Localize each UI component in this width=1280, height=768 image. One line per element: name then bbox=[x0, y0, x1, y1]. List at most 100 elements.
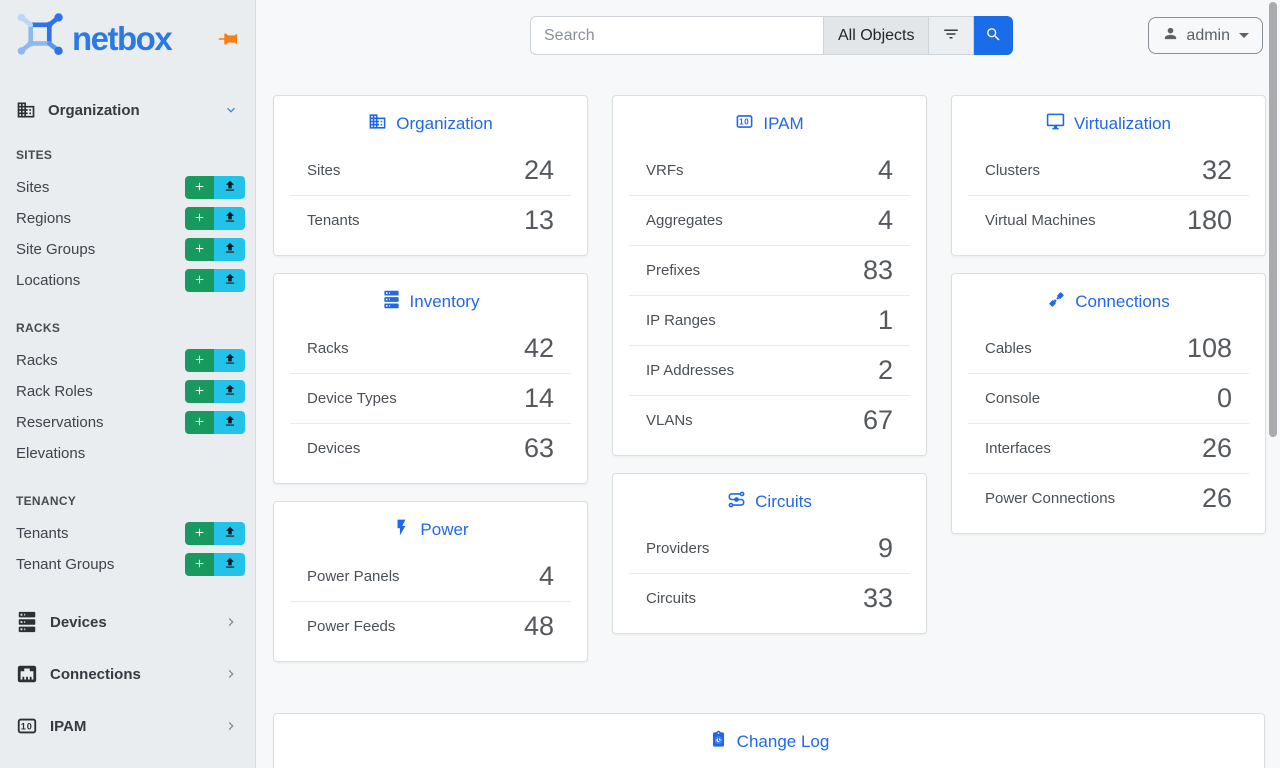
divider bbox=[290, 195, 571, 196]
list-item[interactable]: Power Connections 26 bbox=[952, 474, 1265, 523]
page-scrollbar[interactable] bbox=[1269, 2, 1277, 437]
inventory-card: Inventory Racks 42 Device Types 14 Devic… bbox=[273, 273, 588, 484]
list-item[interactable]: Tenants 13 bbox=[274, 196, 587, 245]
pin-sidebar-icon[interactable] bbox=[217, 28, 239, 50]
sidebar-item-elevations[interactable]: Elevations bbox=[0, 438, 255, 469]
list-item[interactable]: Virtual Machines 180 bbox=[952, 196, 1265, 245]
organization-card: Organization Sites 24 Tenants 13 bbox=[273, 95, 588, 256]
svg-text:1: 1 bbox=[21, 722, 26, 732]
stat-value: 26 bbox=[1201, 433, 1232, 463]
add-button[interactable] bbox=[185, 411, 214, 434]
changelog-card: Change Log bbox=[273, 713, 1265, 768]
list-item[interactable]: Prefixes 83 bbox=[613, 246, 926, 295]
add-button[interactable] bbox=[185, 349, 214, 372]
upload-icon bbox=[223, 414, 237, 431]
add-button[interactable] bbox=[185, 176, 214, 199]
sidebar-item-reservations[interactable]: Reservations bbox=[0, 407, 255, 438]
connections-card-title[interactable]: Connections bbox=[952, 274, 1265, 324]
sidebar-item-connections[interactable]: Connections bbox=[0, 648, 255, 700]
search-scope-select[interactable]: All Objects bbox=[823, 16, 929, 55]
card-title-text: Change Log bbox=[736, 732, 830, 751]
upload-icon bbox=[223, 352, 237, 369]
list-item[interactable]: Console 0 bbox=[952, 374, 1265, 423]
list-item[interactable]: Clusters 32 bbox=[952, 146, 1265, 195]
stat-value: 33 bbox=[862, 583, 893, 613]
list-item[interactable]: Power Panels 4 bbox=[274, 552, 587, 601]
list-item[interactable]: Racks 42 bbox=[274, 324, 587, 373]
add-button[interactable] bbox=[185, 269, 214, 292]
changelog-card-title[interactable]: Change Log bbox=[274, 714, 1264, 764]
list-item[interactable]: Sites 24 bbox=[274, 146, 587, 195]
import-button[interactable] bbox=[214, 176, 245, 199]
transit-connection-icon bbox=[727, 490, 746, 514]
list-item[interactable]: Aggregates 4 bbox=[613, 196, 926, 245]
user-menu-button[interactable]: admin bbox=[1148, 17, 1263, 54]
list-item[interactable]: Cables 108 bbox=[952, 324, 1265, 373]
inventory-card-title[interactable]: Inventory bbox=[274, 274, 587, 324]
sidebar-item-sites[interactable]: Sites bbox=[0, 172, 255, 203]
search-input[interactable] bbox=[530, 16, 823, 55]
stat-label: Tenants bbox=[307, 212, 360, 229]
sidebar-group-label: Organization bbox=[48, 101, 140, 119]
list-item[interactable]: IP Addresses 2 bbox=[613, 346, 926, 395]
filter-button[interactable] bbox=[928, 16, 975, 55]
sidebar-item-rack-roles[interactable]: Rack Roles bbox=[0, 376, 255, 407]
sidebar-item-racks[interactable]: Racks bbox=[0, 345, 255, 376]
list-item[interactable]: Interfaces 26 bbox=[952, 424, 1265, 473]
plus-icon bbox=[193, 526, 206, 542]
add-button[interactable] bbox=[185, 380, 214, 403]
import-button[interactable] bbox=[214, 411, 245, 434]
import-button[interactable] bbox=[214, 349, 245, 372]
sidebar-item-label: Site Groups bbox=[16, 241, 96, 258]
import-button[interactable] bbox=[214, 380, 245, 403]
add-button[interactable] bbox=[185, 207, 214, 230]
import-button[interactable] bbox=[214, 522, 245, 545]
global-search: All Objects bbox=[530, 16, 1014, 55]
stat-label: Prefixes bbox=[646, 262, 701, 279]
sidebar-item-label: Racks bbox=[16, 352, 58, 369]
search-submit-button[interactable] bbox=[974, 16, 1014, 55]
import-button[interactable] bbox=[214, 553, 245, 576]
stat-label: Clusters bbox=[985, 162, 1041, 179]
add-button[interactable] bbox=[185, 238, 214, 261]
sidebar-item-virtualization[interactable]: Virtualization bbox=[0, 752, 255, 768]
upload-icon bbox=[223, 272, 237, 289]
divider bbox=[629, 195, 910, 196]
list-item[interactable]: Circuits 33 bbox=[613, 574, 926, 623]
power-card: Power Power Panels 4 Power Feeds 48 bbox=[273, 501, 588, 662]
netbox-logo-icon[interactable] bbox=[14, 12, 66, 65]
plus-icon bbox=[193, 180, 206, 196]
import-button[interactable] bbox=[214, 238, 245, 261]
sidebar-item-regions[interactable]: Regions bbox=[0, 203, 255, 234]
list-item[interactable]: VLANs 67 bbox=[613, 396, 926, 445]
divider bbox=[629, 295, 910, 296]
stat-label: Devices bbox=[307, 440, 361, 457]
list-item[interactable]: Providers 9 bbox=[613, 524, 926, 573]
circuits-card-title[interactable]: Circuits bbox=[613, 474, 926, 524]
import-button[interactable] bbox=[214, 269, 245, 292]
sidebar-item-tenants[interactable]: Tenants bbox=[0, 518, 255, 549]
plus-icon bbox=[193, 557, 206, 573]
list-item[interactable]: IP Ranges 1 bbox=[613, 296, 926, 345]
list-item[interactable]: Device Types 14 bbox=[274, 374, 587, 423]
sidebar-item-locations[interactable]: Locations bbox=[0, 265, 255, 296]
sidebar-group-organization[interactable]: Organization bbox=[0, 97, 255, 123]
import-button[interactable] bbox=[214, 207, 245, 230]
list-item[interactable]: VRFs 4 bbox=[613, 146, 926, 195]
add-button[interactable] bbox=[185, 553, 214, 576]
sidebar-item-site-groups[interactable]: Site Groups bbox=[0, 234, 255, 265]
sidebar-item-devices[interactable]: Devices bbox=[0, 596, 255, 648]
list-item[interactable]: Power Feeds 48 bbox=[274, 602, 587, 651]
stat-label: Power Panels bbox=[307, 568, 400, 585]
list-item[interactable]: Devices 63 bbox=[274, 424, 587, 473]
power-card-title[interactable]: Power bbox=[274, 502, 587, 552]
organization-card-title[interactable]: Organization bbox=[274, 96, 587, 146]
add-button[interactable] bbox=[185, 522, 214, 545]
sidebar-item-tenant-groups[interactable]: Tenant Groups bbox=[0, 549, 255, 580]
virtualization-card-title[interactable]: Virtualization bbox=[952, 96, 1265, 146]
server-icon bbox=[382, 290, 401, 314]
logo-text[interactable]: netbox bbox=[72, 19, 173, 57]
